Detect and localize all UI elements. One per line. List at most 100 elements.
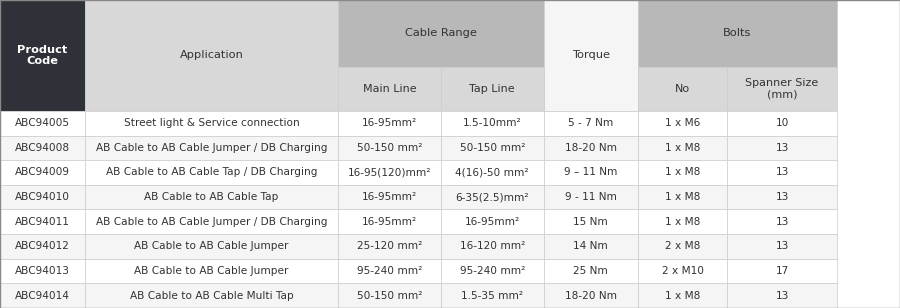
- Bar: [85, 111, 338, 136]
- Bar: [727, 111, 837, 136]
- Text: Tap Line: Tap Line: [470, 84, 515, 94]
- Text: ABC94014: ABC94014: [15, 291, 69, 301]
- Text: AB Cable to AB Cable Jumper / DB Charging: AB Cable to AB Cable Jumper / DB Chargin…: [95, 143, 328, 153]
- Text: Main Line: Main Line: [363, 84, 417, 94]
- Bar: [0, 209, 85, 234]
- Text: 18-20 Nm: 18-20 Nm: [565, 291, 617, 301]
- Bar: [85, 259, 338, 283]
- Bar: [638, 136, 727, 160]
- Bar: [338, 185, 441, 209]
- Text: Spanner Size
(mm): Spanner Size (mm): [745, 78, 819, 99]
- Text: 13: 13: [776, 143, 788, 153]
- Text: Cable Range: Cable Range: [405, 28, 477, 38]
- Bar: [727, 136, 837, 160]
- Text: 10: 10: [776, 118, 788, 128]
- Bar: [85, 160, 338, 185]
- Text: ABC94011: ABC94011: [15, 217, 69, 227]
- Text: 16-95(120)mm²: 16-95(120)mm²: [348, 168, 431, 177]
- Bar: [544, 209, 638, 234]
- Bar: [544, 185, 638, 209]
- Bar: [638, 209, 727, 234]
- Text: ABC94013: ABC94013: [14, 266, 70, 276]
- Text: 13: 13: [776, 217, 788, 227]
- Text: 9 – 11 Nm: 9 – 11 Nm: [564, 168, 617, 177]
- Bar: [441, 209, 544, 234]
- Bar: [638, 185, 727, 209]
- Text: 13: 13: [776, 291, 788, 301]
- Text: 25-120 mm²: 25-120 mm²: [357, 241, 422, 251]
- Text: 9 - 11 Nm: 9 - 11 Nm: [565, 192, 617, 202]
- Bar: [338, 160, 441, 185]
- Bar: [544, 0, 638, 111]
- Bar: [441, 160, 544, 185]
- Text: 2 x M8: 2 x M8: [665, 241, 700, 251]
- Text: 14 Nm: 14 Nm: [573, 241, 608, 251]
- Text: 95-240 mm²: 95-240 mm²: [460, 266, 525, 276]
- Bar: [338, 259, 441, 283]
- Text: 1 x M8: 1 x M8: [665, 168, 700, 177]
- Bar: [0, 136, 85, 160]
- Bar: [0, 111, 85, 136]
- Bar: [727, 259, 837, 283]
- Bar: [338, 234, 441, 259]
- Bar: [441, 259, 544, 283]
- Bar: [544, 283, 638, 308]
- Bar: [0, 0, 85, 111]
- Text: 2 x M10: 2 x M10: [662, 266, 704, 276]
- Bar: [638, 67, 727, 111]
- Bar: [0, 160, 85, 185]
- Bar: [338, 136, 441, 160]
- Text: ABC94010: ABC94010: [14, 192, 70, 202]
- Bar: [441, 283, 544, 308]
- Bar: [544, 111, 638, 136]
- Bar: [0, 185, 85, 209]
- Bar: [441, 111, 544, 136]
- Text: 16-95mm²: 16-95mm²: [362, 217, 418, 227]
- Text: 4(16)-50 mm²: 4(16)-50 mm²: [455, 168, 529, 177]
- Bar: [338, 111, 441, 136]
- Text: AB Cable to AB Cable Multi Tap: AB Cable to AB Cable Multi Tap: [130, 291, 293, 301]
- Text: Street light & Service connection: Street light & Service connection: [123, 118, 300, 128]
- Bar: [544, 259, 638, 283]
- Text: 50-150 mm²: 50-150 mm²: [460, 143, 525, 153]
- Text: No: No: [675, 84, 690, 94]
- Text: 1 x M8: 1 x M8: [665, 192, 700, 202]
- Bar: [727, 283, 837, 308]
- Text: 13: 13: [776, 168, 788, 177]
- Bar: [544, 136, 638, 160]
- Text: 16-120 mm²: 16-120 mm²: [460, 241, 525, 251]
- Bar: [85, 0, 338, 111]
- Text: 13: 13: [776, 192, 788, 202]
- Text: 17: 17: [776, 266, 788, 276]
- Text: 1.5-35 mm²: 1.5-35 mm²: [461, 291, 524, 301]
- Text: 1 x M8: 1 x M8: [665, 291, 700, 301]
- Bar: [85, 136, 338, 160]
- Text: 16-95mm²: 16-95mm²: [464, 217, 520, 227]
- Text: 5 - 7 Nm: 5 - 7 Nm: [568, 118, 614, 128]
- Bar: [638, 234, 727, 259]
- Text: AB Cable to AB Cable Jumper: AB Cable to AB Cable Jumper: [134, 266, 289, 276]
- Text: 1 x M8: 1 x M8: [665, 217, 700, 227]
- Text: Bolts: Bolts: [724, 28, 752, 38]
- Text: 1.5-10mm²: 1.5-10mm²: [463, 118, 522, 128]
- Text: 16-95mm²: 16-95mm²: [362, 192, 418, 202]
- Bar: [727, 160, 837, 185]
- Bar: [0, 283, 85, 308]
- Text: 95-240 mm²: 95-240 mm²: [357, 266, 422, 276]
- Bar: [727, 234, 837, 259]
- Bar: [544, 160, 638, 185]
- Text: ABC94008: ABC94008: [14, 143, 70, 153]
- Text: 16-95mm²: 16-95mm²: [362, 118, 418, 128]
- Bar: [638, 160, 727, 185]
- Bar: [638, 0, 837, 67]
- Text: 1 x M6: 1 x M6: [665, 118, 700, 128]
- Bar: [338, 0, 544, 67]
- Bar: [338, 67, 441, 111]
- Bar: [441, 136, 544, 160]
- Text: Torque: Torque: [572, 51, 610, 60]
- Text: AB Cable to AB Cable Tap / DB Charging: AB Cable to AB Cable Tap / DB Charging: [106, 168, 317, 177]
- Text: Application: Application: [180, 51, 243, 60]
- Text: 50-150 mm²: 50-150 mm²: [357, 143, 422, 153]
- Bar: [85, 283, 338, 308]
- Text: 13: 13: [776, 241, 788, 251]
